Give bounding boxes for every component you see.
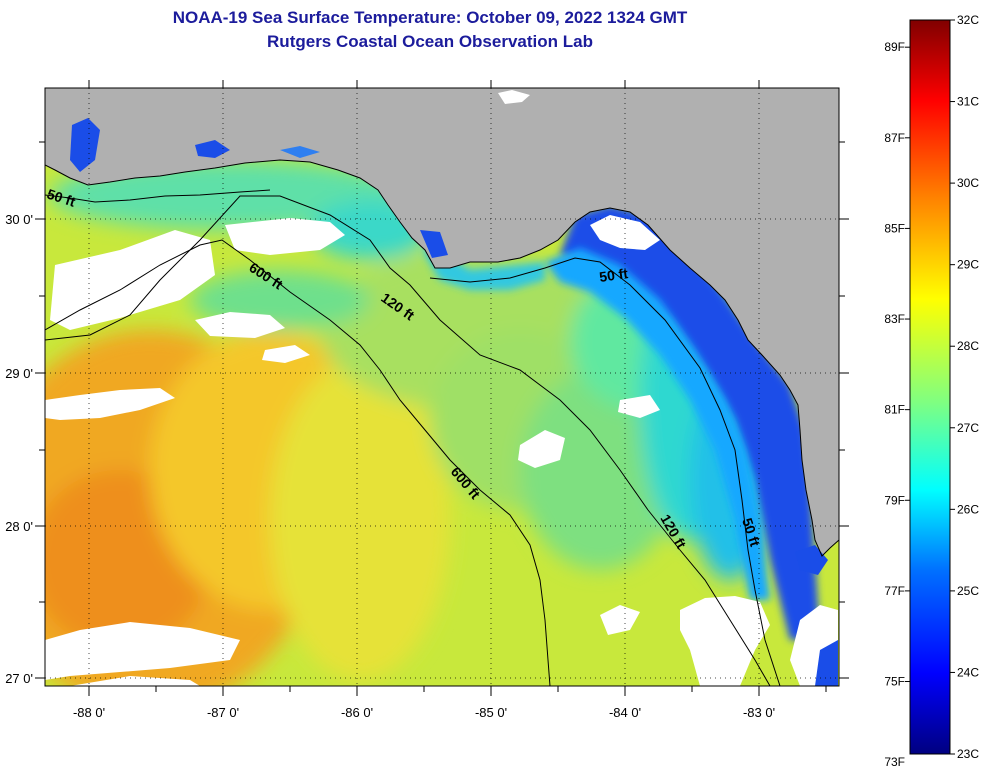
lat-tick-label: 30 0' [5,212,33,227]
lat-tick-label: 27 0' [5,671,33,686]
colorbar-celsius-label: 29C [957,258,979,272]
map-title: NOAA-19 Sea Surface Temperature: October… [172,8,688,27]
colorbar-celsius-label: 26C [957,502,979,516]
colorbar-fahrenheit-label: 75F [884,675,905,689]
colorbar-fahrenheit-label: 83F [884,312,905,326]
sst-map: 50 ft 50 ft 50 ft 120 ft 120 ft 600 ft 6… [5,80,849,720]
cloud-cover [45,215,838,686]
colorbar-celsius-label: 31C [957,95,979,109]
nearshore-cold-water [560,205,820,640]
contour-600ft [45,239,551,686]
contour-50ft-bigbend [429,257,781,686]
lon-tick-label: -85 0' [475,705,507,720]
colorbar-fahrenheit-label: 73F [884,755,905,769]
lon-tick-label: -84 0' [609,705,641,720]
colorbar-celsius-label: 23C [957,747,979,761]
colorbar-celsius-label: 32C [957,13,979,27]
lon-tick-label: -88 0' [73,705,105,720]
lat-tick-label: 29 0' [5,366,33,381]
axis-ticks [35,80,849,696]
colorbar-ticks [905,19,955,755]
colorbar-fahrenheit-label: 85F [884,221,905,235]
lat-tick-label: 28 0' [5,519,33,534]
colorbar-fahrenheit-label: 87F [884,131,905,145]
colorbar-celsius-label: 25C [957,584,979,598]
contour-50ft-panhandle [45,189,271,203]
colorbar-celsius-label: 27C [957,421,979,435]
colorbar-celsius-label: 30C [957,176,979,190]
coastline [45,159,839,557]
colorbar-celsius-label: 28C [957,339,979,353]
colorbar-fahrenheit-label: 89F [884,40,905,54]
land [45,88,839,556]
lon-tick-label: -86 0' [341,705,373,720]
colorbar-fahrenheit-label: 81F [884,403,905,417]
contour-label-50ft-bigbend: 50 ft [598,265,629,285]
nearshore-apalachicola [425,225,545,290]
lon-tick-label: -87 0' [207,705,239,720]
depth-contours [45,189,781,686]
colorbar-fahrenheit-label: 79F [884,493,905,507]
colorbar-fahrenheit-label: 77F [884,584,905,598]
map-frame [44,87,840,687]
inland-water [70,118,838,686]
contour-120ft [45,195,771,686]
lon-tick-label: -83 0' [743,705,775,720]
cloud-over-land [498,90,530,104]
colorbar-gradient [909,19,951,755]
colorbar-celsius-label: 24C [957,665,979,679]
map-subtitle: Rutgers Coastal Ocean Observation Lab [267,32,593,51]
